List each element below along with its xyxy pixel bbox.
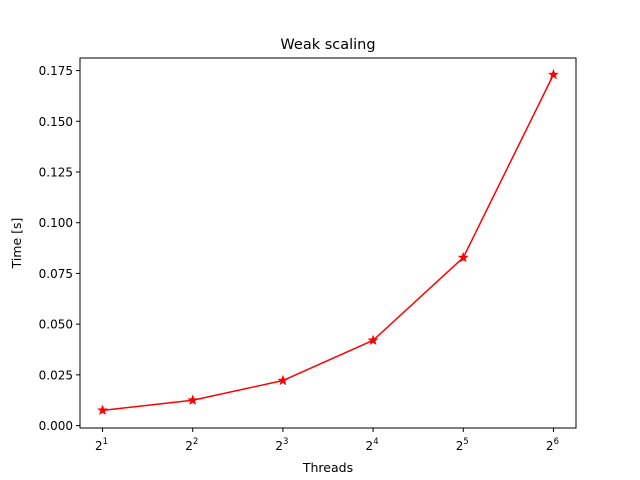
x-tick-label: 26 xyxy=(546,437,559,453)
y-tick-label: 0.075 xyxy=(39,267,73,281)
y-tick-label: 0.050 xyxy=(39,318,73,332)
data-point-marker xyxy=(277,374,289,386)
y-tick-label: 0.125 xyxy=(39,166,73,180)
x-tick-label: 24 xyxy=(366,437,379,453)
x-tick-label: 21 xyxy=(95,437,108,453)
data-point-marker xyxy=(547,68,559,80)
data-point-marker xyxy=(97,404,109,416)
x-tick-label: 25 xyxy=(456,437,469,453)
data-point-marker xyxy=(187,394,199,405)
y-tick-label: 0.000 xyxy=(39,419,73,433)
plot-area: 0.000 0.025 0.050 0.075 0.100 0.125 0.150 0.175… xyxy=(39,64,559,453)
y-tick-label: 0.025 xyxy=(39,368,73,382)
data-point-marker xyxy=(367,334,379,346)
series-line xyxy=(102,74,555,412)
x-tick-label: 23 xyxy=(275,437,288,453)
y-tick-label: 0.150 xyxy=(39,115,73,129)
data-point-marker xyxy=(457,251,469,263)
x-tick-label: 22 xyxy=(185,437,198,453)
y-tick-label: 0.175 xyxy=(39,64,73,78)
x-axis-label: Threads xyxy=(302,460,353,475)
chart-title: Weak scaling xyxy=(280,37,375,53)
y-tick-label: 0.100 xyxy=(39,216,73,230)
axes-frame xyxy=(79,57,577,429)
y-axis-label: Time [s] xyxy=(9,218,24,270)
